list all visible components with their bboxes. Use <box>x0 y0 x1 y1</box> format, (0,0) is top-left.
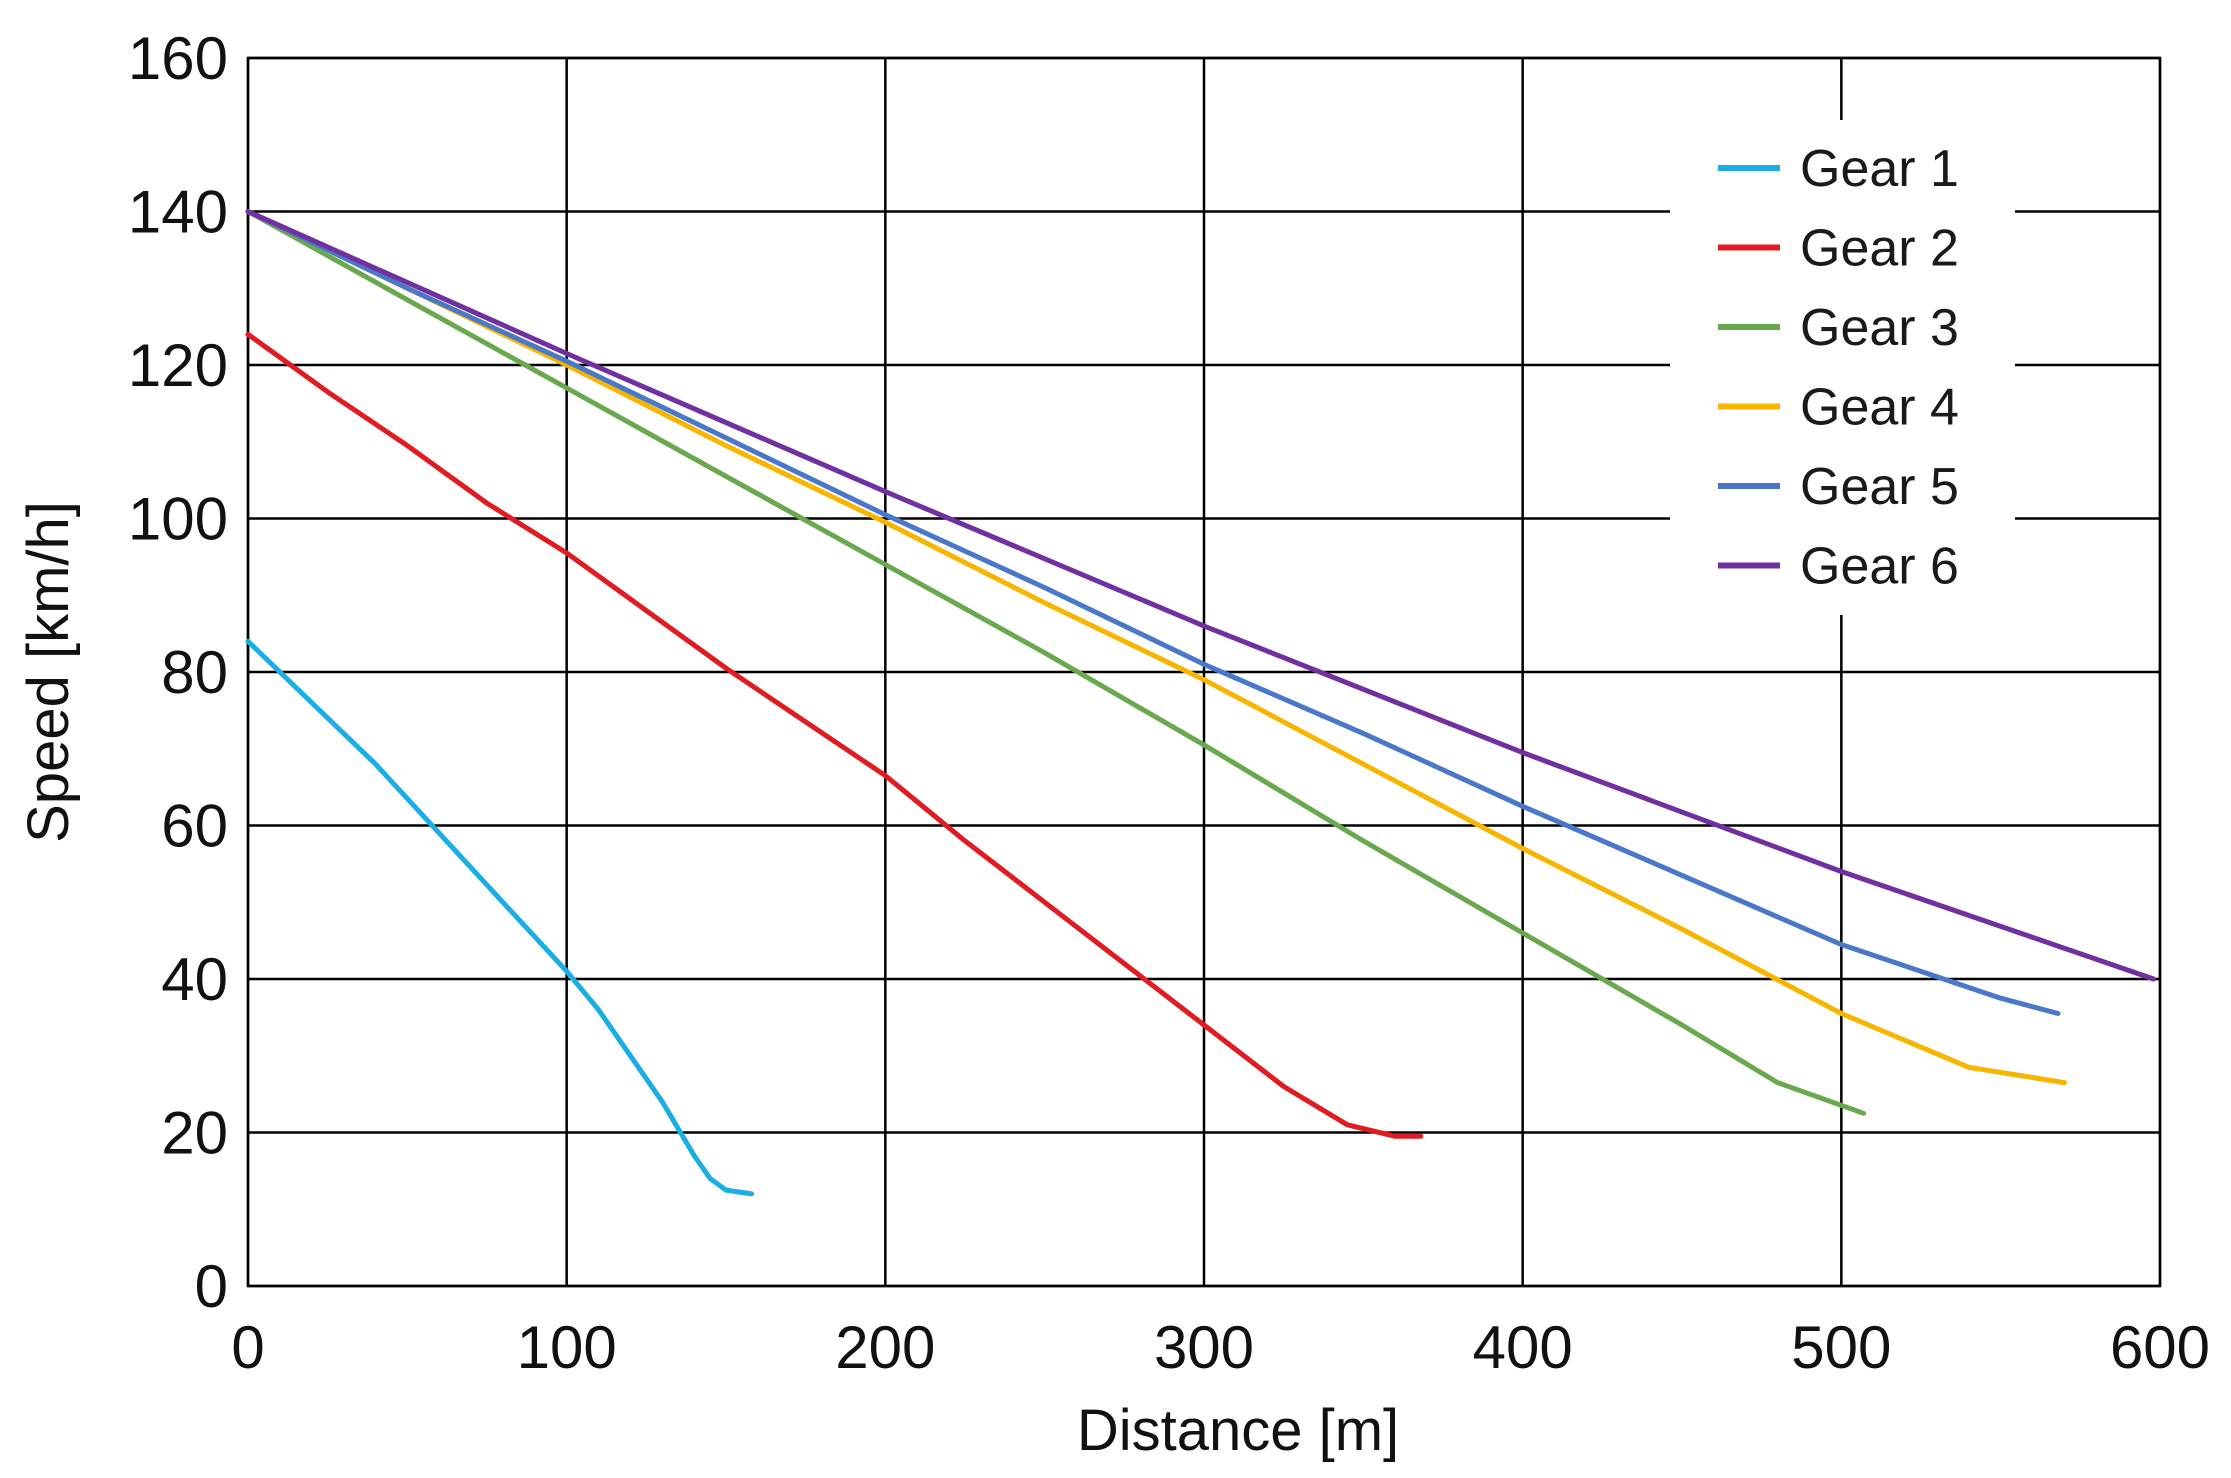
x-tick-label: 400 <box>1473 1314 1573 1381</box>
series-line-gear-3 <box>245 209 1867 1116</box>
y-tick-label: 40 <box>161 946 228 1013</box>
series-line-gear-5 <box>245 209 2061 1016</box>
plot-area-frame <box>246 56 2162 1288</box>
y-tick-label: 160 <box>128 25 228 92</box>
y-tick-label: 140 <box>128 179 228 246</box>
legend-background <box>1670 120 2015 615</box>
series-lines <box>245 209 2157 1197</box>
legend-entry-label: Gear 6 <box>1800 538 1959 596</box>
x-tick-label: 600 <box>2110 1314 2210 1381</box>
y-tick-label: 120 <box>128 332 228 399</box>
x-tick-label: 500 <box>1791 1314 1891 1381</box>
legend-entry-label: Gear 4 <box>1800 379 1959 437</box>
y-tick-label: 20 <box>161 1100 228 1167</box>
y-axis-label: Speed [km/h] <box>16 501 81 843</box>
legend-entry-label: Gear 5 <box>1800 458 1959 516</box>
legend-entry-label: Gear 1 <box>1800 140 1959 198</box>
y-tick-label: 0 <box>195 1253 228 1320</box>
x-tick-label: 200 <box>835 1314 935 1381</box>
y-tick-label: 80 <box>161 639 228 706</box>
y-tick-label: 60 <box>161 793 228 860</box>
series-line-gear-2 <box>245 331 1424 1139</box>
series-line-gear-4 <box>245 209 2067 1086</box>
y-tick-label: 100 <box>128 486 228 553</box>
x-axis-label: Distance [m] <box>1077 1398 1399 1463</box>
x-tick-label: 300 <box>1154 1314 1254 1381</box>
series-line-gear-1 <box>245 638 754 1197</box>
x-axis-tick-labels: 0 100 200 300 400 500 600 <box>231 1314 2210 1381</box>
series-line-gear-6 <box>245 209 2157 982</box>
y-axis-tick-labels: 0 20 40 60 80 100 120 140 160 <box>128 25 228 1320</box>
legend: Gear 1 Gear 2 Gear 3 Gear 4 Gear 5 Gear 6 <box>1670 120 2015 615</box>
legend-entry-label: Gear 3 <box>1800 299 1959 357</box>
legend-entry-label: Gear 2 <box>1800 220 1959 278</box>
x-tick-label: 0 <box>231 1314 264 1381</box>
x-tick-label: 100 <box>517 1314 617 1381</box>
